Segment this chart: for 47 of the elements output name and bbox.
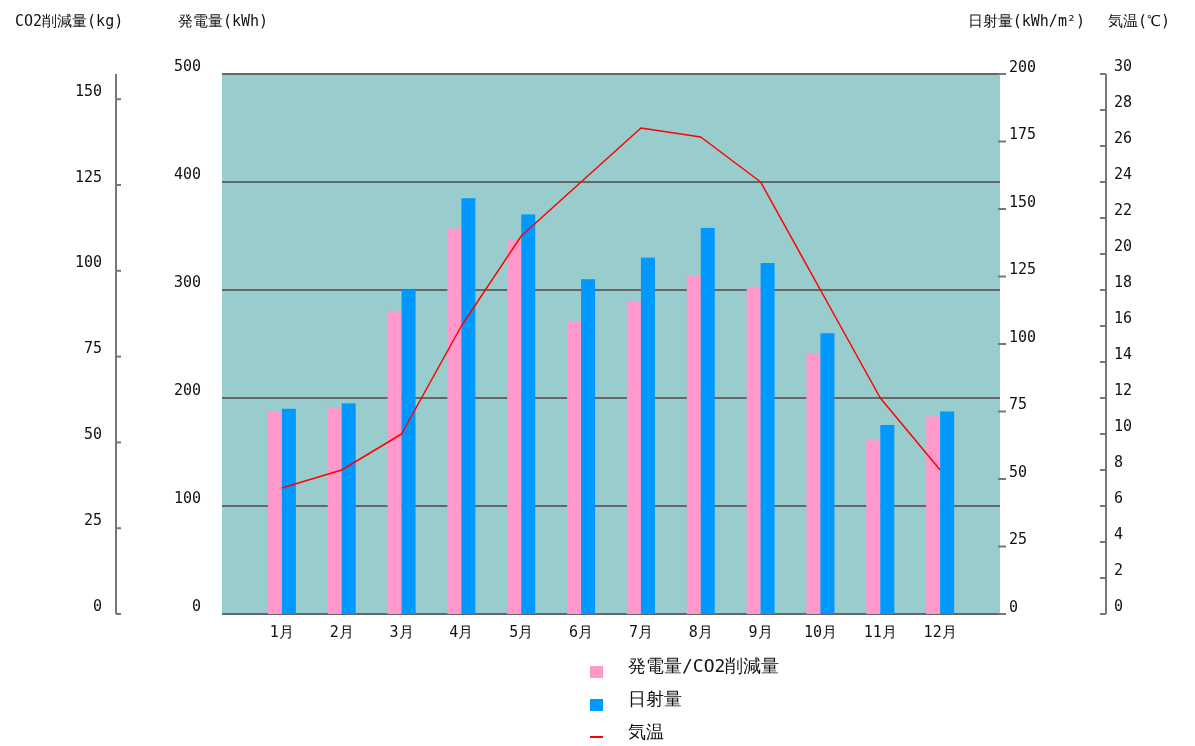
y3-tick-label: 10 (1114, 416, 1133, 435)
y2-tick-label: 200 (1009, 57, 1037, 76)
axis-y2: 0 25 50 75 100 125 150 175 200 日射量(kWh/m²) (967, 11, 1085, 616)
x-tick-label: 5月 (509, 622, 534, 641)
x-tick-label: 3月 (389, 622, 414, 641)
y3-axis-title: 気温(℃) (1108, 11, 1171, 30)
axis-y3: 0 2 4 6 8 10 12 14 16 18 20 22 24 26 28 30 気温(℃) (1099, 11, 1171, 615)
y3-tick-label: 26 (1114, 128, 1133, 147)
legend-label: 発電量/CO2削減量 (628, 655, 780, 676)
y2-tick-label: 0 (1009, 597, 1019, 616)
y2-tick-label: 125 (1009, 260, 1037, 278)
y3-tick-label: 6 (1114, 488, 1124, 507)
y3-tick-label: 8 (1114, 452, 1124, 471)
y2-tick-label: 75 (1009, 395, 1028, 413)
y3-tick-label: 16 (1114, 308, 1133, 327)
y2-tick-label: 25 (1009, 530, 1028, 548)
axis-y: 0 100 200 300 400 500 発電量(kWh) (173, 11, 269, 615)
y3-tick-label: 18 (1114, 272, 1133, 291)
y2-tick-label: 100 (1009, 327, 1037, 346)
x-tick-label: 2月 (329, 622, 354, 641)
x-tick-label: 11月 (863, 622, 897, 641)
y3-tick-label: 12 (1114, 380, 1133, 399)
x-tick-label: 8月 (688, 622, 713, 641)
legend-label: 日射量 (628, 688, 682, 709)
text: CO2削減量(kg) (15, 11, 124, 30)
x-tick-label: 4月 (449, 622, 474, 641)
y2-tick-label: 150 (1009, 192, 1037, 211)
x-tick-label: 1月 (269, 622, 294, 641)
y3-tick-label: 28 (1114, 92, 1133, 111)
x-tick-label: 9月 (748, 622, 773, 641)
x-tick-label: 6月 (569, 622, 594, 641)
y3-tick-label: 22 (1114, 200, 1133, 219)
y3-tick-label: 30 (1114, 56, 1133, 75)
y3-tick-label: 0 (1114, 596, 1124, 615)
y3-tick-label: 24 (1114, 164, 1133, 183)
y2-tick-label: 175 (1009, 125, 1037, 143)
y3-tick-label: 2 (1114, 560, 1124, 579)
x-tick-label: 7月 (628, 622, 653, 641)
kg-scale: 0 25 50 75 100 125 150 (74, 73, 122, 615)
y3-tick-label: 20 (1114, 236, 1133, 255)
y3-tick-label: 4 (1114, 524, 1124, 543)
y2-tick-label: 50 (1009, 462, 1028, 481)
legend-label: 気温 (628, 721, 664, 742)
x-tick-label: 12月 (923, 622, 957, 641)
x-tick-label: 10月 (803, 622, 837, 641)
y2-axis-title: 日射量(kWh/m²) (967, 11, 1085, 30)
y3-tick-label: 14 (1114, 344, 1133, 363)
